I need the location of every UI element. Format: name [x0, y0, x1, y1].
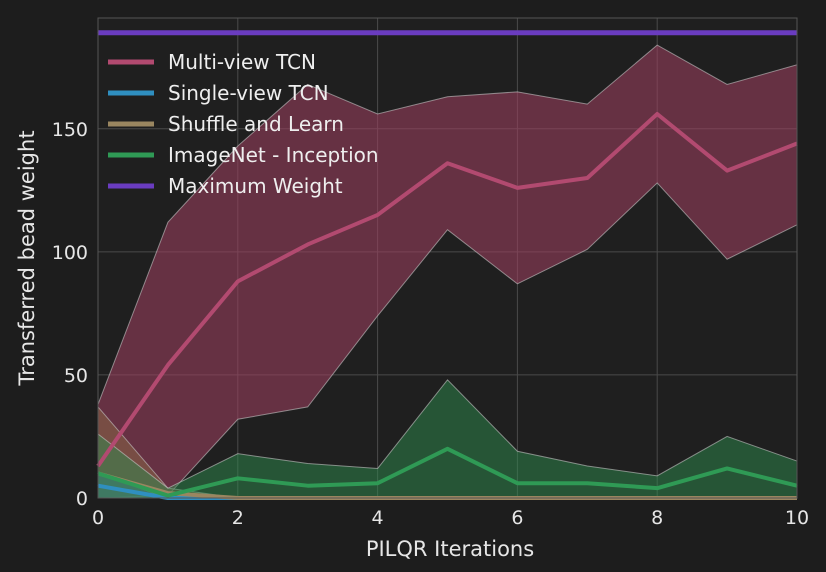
x-tick-label: 6 [511, 507, 523, 529]
y-axis-label: Transferred bead weight [15, 130, 39, 386]
legend: Multi-view TCN Single-view TCN Shuffle and… [108, 50, 379, 198]
y-tick-label: 100 [52, 242, 88, 264]
line-multi-view-tcn-point [446, 162, 449, 164]
x-tick-label: 0 [92, 507, 104, 529]
line-maximum-weight-point [586, 32, 588, 34]
line-maximum-weight-point [656, 32, 658, 34]
x-axis-label: PILQR Iterations [366, 537, 534, 561]
line-imagenet-inception-point [516, 482, 519, 484]
legend-label: Multi-view TCN [168, 50, 316, 74]
line-imagenet-inception-point [656, 487, 658, 489]
line-maximum-weight-point [516, 32, 519, 34]
legend-label: Single-view TCN [168, 81, 329, 105]
line-multi-view-tcn-point [726, 170, 728, 172]
line-imagenet-inception-point [377, 482, 379, 484]
y-tick-label: 50 [64, 365, 88, 387]
y-tick-label: 150 [52, 119, 88, 141]
line-maximum-weight-point [167, 32, 169, 34]
line-maximum-weight [97, 30, 798, 36]
line-maximum-weight-point [307, 32, 309, 34]
line-multi-view-tcn-point [586, 177, 588, 179]
y-tick-label: 0 [76, 488, 88, 510]
line-multi-view-tcn-point [377, 214, 379, 216]
line-imagenet-inception-point [726, 467, 728, 470]
line-imagenet-inception-point [307, 485, 309, 487]
line-imagenet-inception-point [446, 448, 449, 450]
line-multi-view-tcn-point [237, 280, 239, 282]
legend-label: Shuffle and Learn [168, 112, 344, 136]
x-tick-label: 2 [232, 507, 244, 529]
line-maximum-weight-point [446, 32, 449, 34]
plot-frame [97, 17, 798, 499]
x-tick-label: 4 [372, 507, 384, 529]
plot-border [97, 17, 798, 499]
line-maximum-weight-point [237, 32, 239, 34]
x-axis-ticks: 0 2 4 6 8 10 [92, 507, 809, 529]
line-imagenet-inception-point [586, 482, 588, 484]
legend-label: ImageNet - Inception [168, 143, 379, 167]
y-axis-ticks: 0 50 100 150 [52, 119, 88, 510]
line-multi-view-tcn-point [167, 364, 169, 366]
line-multi-view-tcn-point [516, 187, 519, 189]
x-tick-label: 10 [785, 507, 809, 529]
line-multi-view-tcn-point [307, 243, 309, 246]
line-imagenet-inception-point [167, 494, 169, 497]
line-maximum-weight-point [377, 32, 379, 34]
line-imagenet-inception-point [237, 477, 239, 479]
x-tick-label: 8 [651, 507, 663, 529]
line-maximum-weight-point [726, 32, 728, 34]
line-multi-view-tcn-point [656, 113, 658, 115]
legend-label: Maximum Weight [168, 174, 343, 198]
